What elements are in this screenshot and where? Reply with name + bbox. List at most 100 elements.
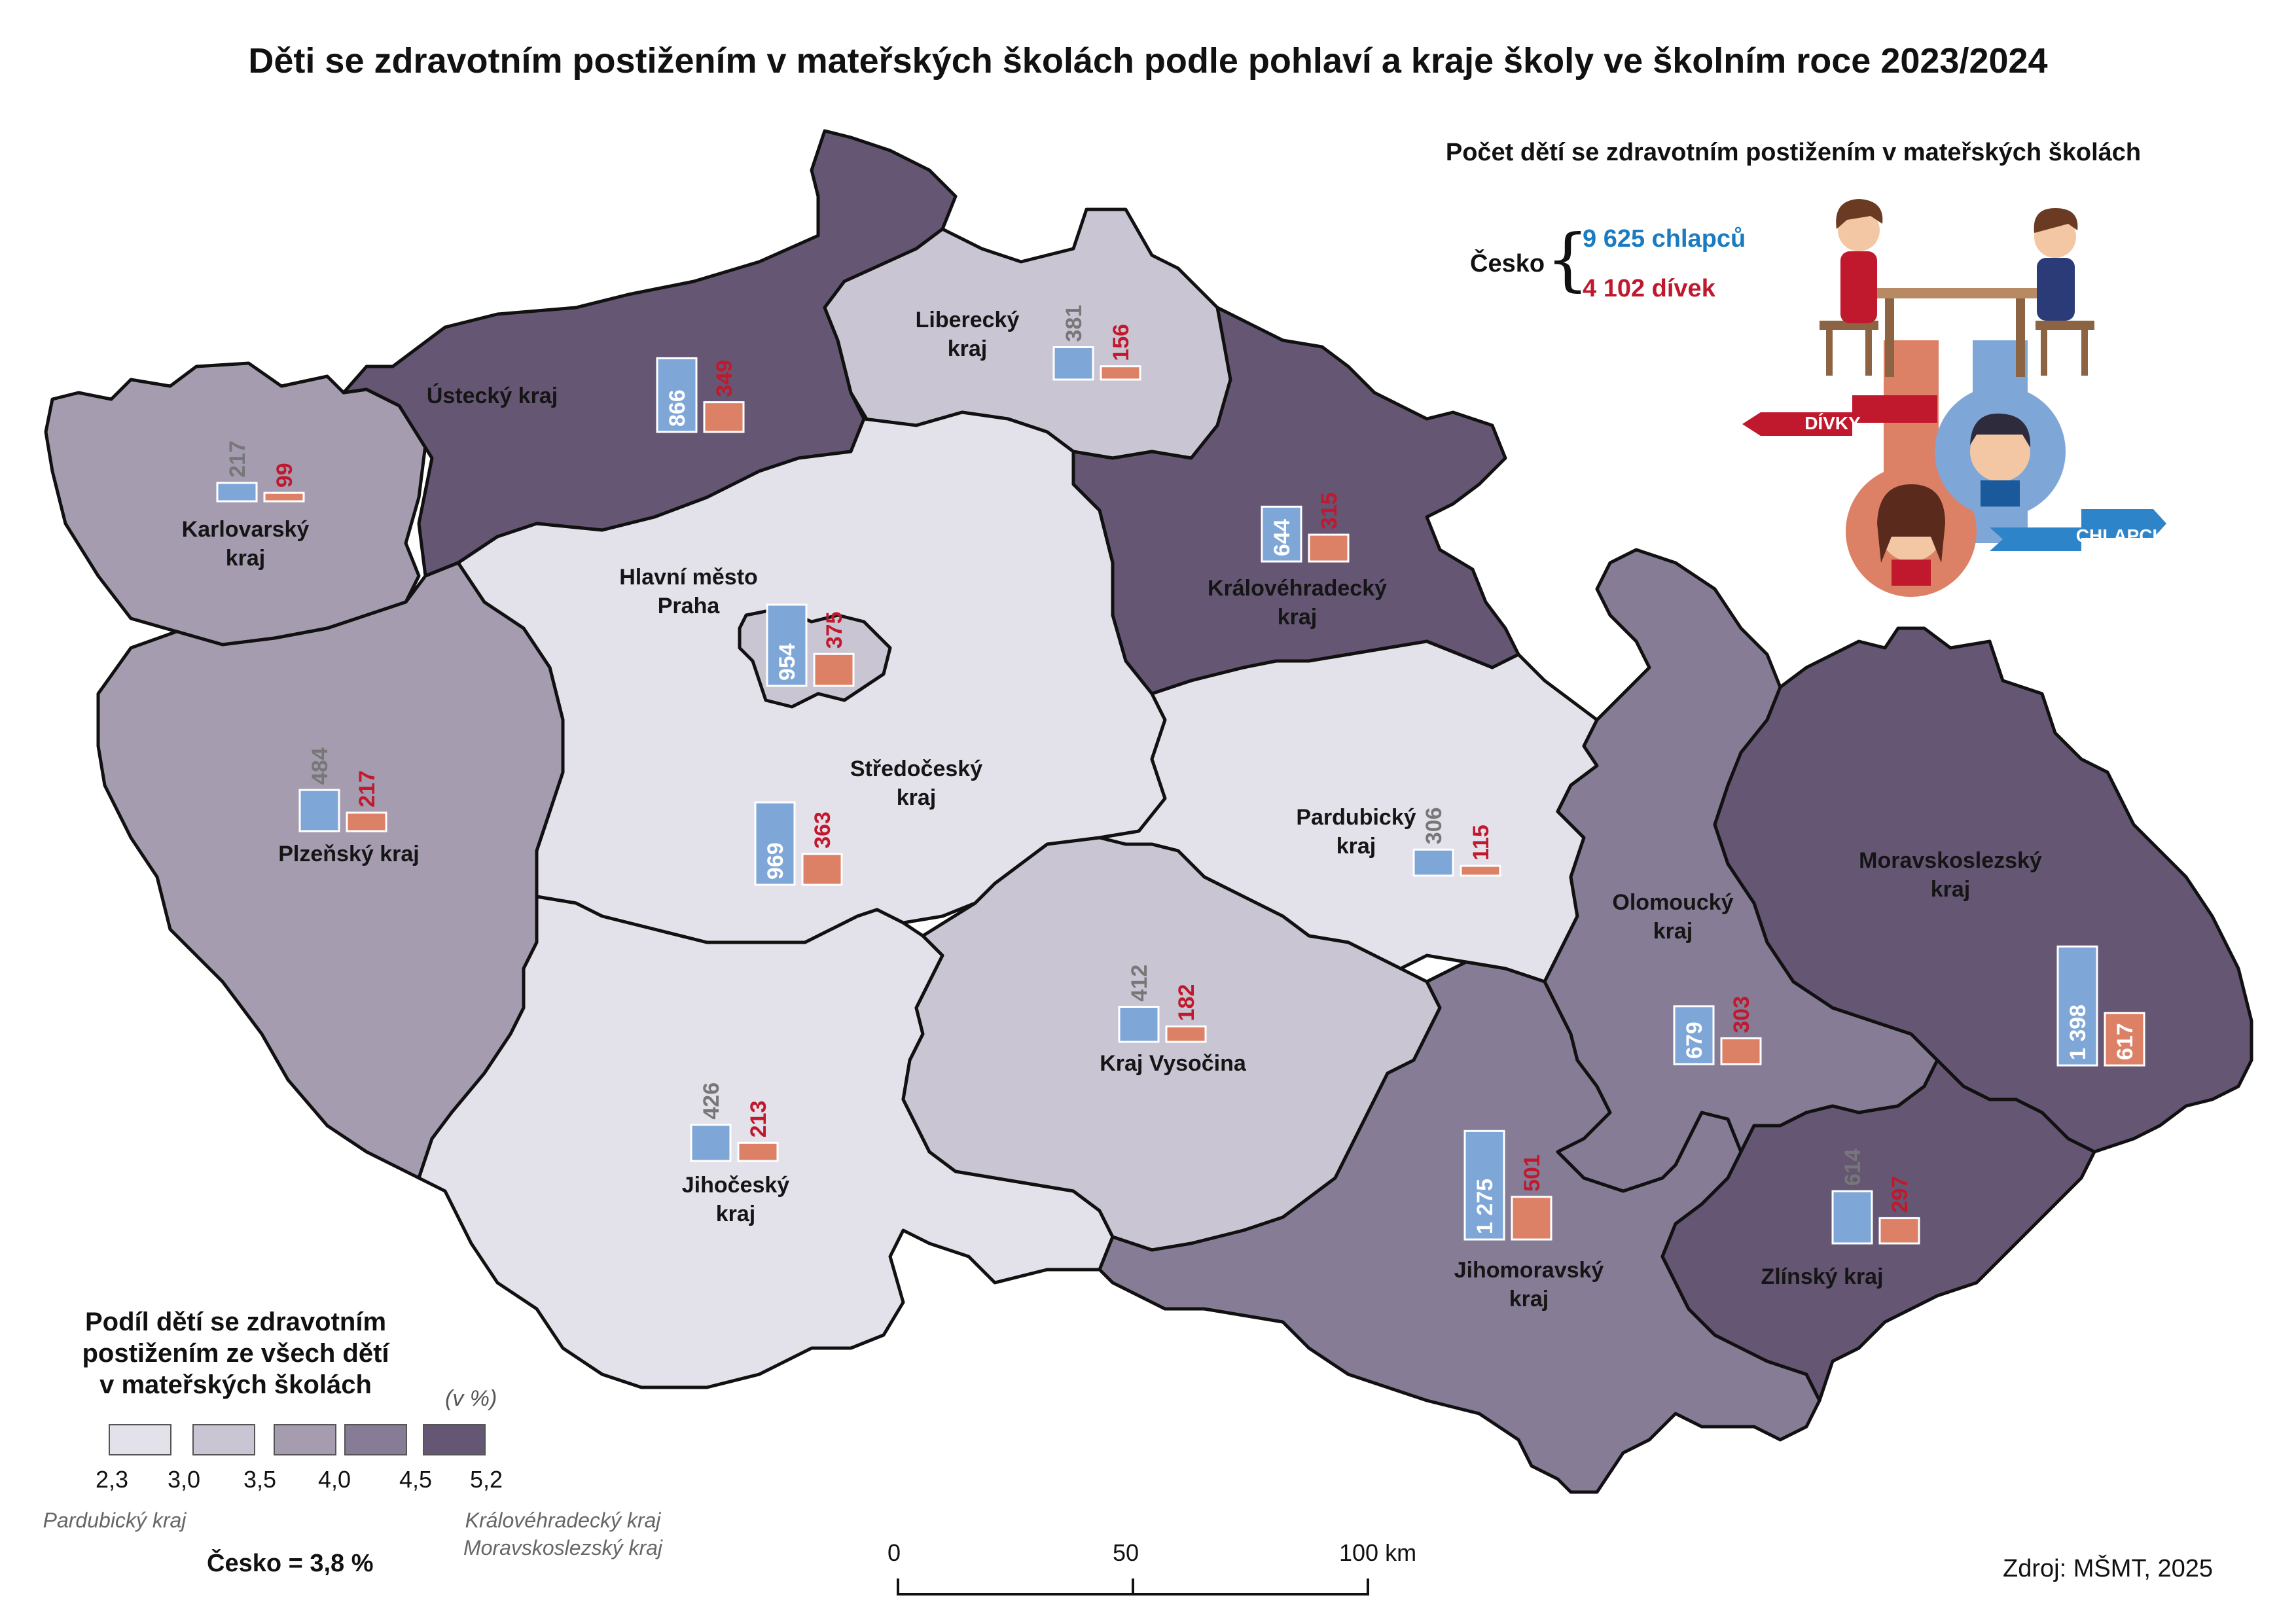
bar-value-label: 375 (822, 612, 847, 649)
girls-bar (2104, 1012, 2145, 1067)
boys-bar (1118, 1005, 1160, 1043)
girls-bar (703, 401, 745, 433)
region-label: kraj (1653, 919, 1693, 944)
bar-value-label: 363 (810, 812, 835, 849)
map-title: Děti se zdravotním postižením v mateřský… (248, 41, 2048, 80)
girls-bar (263, 491, 305, 503)
girls-bar (1100, 365, 1141, 381)
bar-value-label: 182 (1174, 984, 1199, 1022)
boys-bar (1463, 1130, 1505, 1241)
scale-tick-100: 100 km (1339, 1539, 1417, 1566)
region-label: Liberecký (916, 308, 1020, 332)
girls-bar (1511, 1196, 1552, 1241)
region-label: Karlovarský (182, 517, 310, 542)
boys-bar (1052, 346, 1094, 381)
girls-bar (813, 652, 855, 687)
bar-value-label: 99 (272, 463, 297, 488)
girls-bar (1720, 1037, 1762, 1065)
region-label: kraj (897, 785, 937, 810)
bar-value-label: 501 (1520, 1154, 1545, 1192)
legend-tick: 3,5 (243, 1466, 277, 1493)
bar-value-label: 1 275 (1473, 1179, 1498, 1234)
legend-tick: 2,3 (95, 1466, 129, 1493)
region-label: Středočeský (850, 757, 982, 781)
region-label: kraj (1336, 834, 1376, 859)
legend-swatch-2 (192, 1424, 255, 1455)
region-label: Pardubický (1296, 805, 1416, 830)
bar-value-label: 969 (763, 842, 788, 880)
region-label: kraj (1931, 877, 1971, 902)
legend-tick: 4,0 (317, 1466, 351, 1493)
legend-tick: 4,5 (399, 1466, 433, 1493)
info-boys-total: 9 625 chlapců (1583, 225, 1746, 253)
bar-value-label: 412 (1127, 965, 1152, 1002)
bar-value-label: 617 (2113, 1023, 2138, 1060)
region-label: Kraj Vysočina (1100, 1051, 1247, 1076)
bar-value-label: 484 (308, 747, 332, 785)
bar-value-label: 381 (1062, 305, 1086, 342)
boys-bar (754, 801, 796, 886)
bar-value-label: 426 (699, 1082, 724, 1120)
girls-bar (801, 853, 843, 886)
legend-unit: (v %) (445, 1386, 497, 1411)
info-girls-total: 4 102 dívek (1583, 275, 1715, 302)
info-country: Česko (1470, 250, 1545, 277)
scale-bar (897, 1578, 1369, 1596)
bar-value-label: 1 398 (2066, 1005, 2090, 1060)
boys-bar (1831, 1190, 1873, 1245)
bar-value-label: 954 (775, 643, 800, 681)
region-label: kraj (948, 336, 988, 361)
legend-swatch-3 (274, 1424, 336, 1455)
children-illustration: DÍVKY CHLAPCI (1742, 199, 2166, 597)
boys-ribbon-label: CHLAPCI (2076, 526, 2157, 546)
boys-bar (690, 1124, 732, 1162)
region-label: kraj (716, 1202, 756, 1226)
legend-title: Podíl dětí se zdravotním postižením ze v… (82, 1308, 389, 1399)
region-label: Zlínský kraj (1761, 1264, 1883, 1289)
boys-bar (1412, 848, 1454, 877)
bar-value-label: 866 (665, 389, 690, 427)
scale-tick-0: 0 (888, 1539, 901, 1566)
bar-value-label: 315 (1317, 492, 1342, 529)
region-karlovarsky (44, 361, 427, 647)
source-note: Zdroj: MŠMT, 2025 (2003, 1555, 2213, 1582)
boys-bar (1261, 505, 1302, 563)
legend-swatch-1 (109, 1424, 171, 1455)
legend-tick: 5,2 (469, 1466, 503, 1493)
region-label: Jihomoravský (1454, 1258, 1604, 1283)
scale-tick-50: 50 (1113, 1539, 1139, 1566)
region-zlinsky (1660, 1058, 2096, 1402)
bar-value-label: 297 (1888, 1176, 1912, 1213)
girls-bar (1308, 533, 1350, 563)
bar-value-label: 679 (1682, 1022, 1707, 1059)
bar-value-label: 644 (1270, 519, 1295, 556)
bar-value-label: 213 (746, 1101, 771, 1138)
bar-value-label: 217 (355, 770, 380, 808)
legend-tick: 3,0 (167, 1466, 201, 1493)
boys-bar (1673, 1005, 1715, 1065)
region-label: Moravskoslezský (1859, 848, 2042, 873)
region-label: Královéhradecký (1208, 576, 1387, 601)
girls-bar (1460, 865, 1501, 877)
legend-max-note: Královéhradecký kraj Moravskoslezský kra… (463, 1508, 663, 1560)
region-label: Ústecký kraj (427, 383, 558, 408)
girls-ribbon-label: DÍVKY (1804, 413, 1861, 433)
girls-bar (1878, 1217, 1920, 1245)
bar-value-label: 115 (1469, 825, 1494, 861)
legend-min-note: Pardubický kraj (43, 1508, 187, 1532)
brace-icon: { (1546, 219, 1590, 299)
boys-bar (766, 603, 808, 687)
bar-value-label: 614 (1840, 1149, 1865, 1186)
boys-bar (216, 482, 258, 503)
region-label: kraj (1509, 1287, 1549, 1311)
region-label: Olomoucký (1612, 890, 1733, 915)
region-label: Plzeňský kraj (278, 842, 419, 866)
czech-total: Česko = 3,8 % (207, 1550, 374, 1577)
boys-bar (2056, 945, 2098, 1067)
bar-value-label: 306 (1422, 807, 1446, 844)
girls-bar (1165, 1025, 1207, 1043)
region-label: Praha (658, 594, 721, 618)
info-title: Počet dětí se zdravotním postižením v ma… (1445, 139, 2142, 166)
girls-bar (346, 812, 387, 832)
region-label: Hlavní město (619, 565, 758, 590)
